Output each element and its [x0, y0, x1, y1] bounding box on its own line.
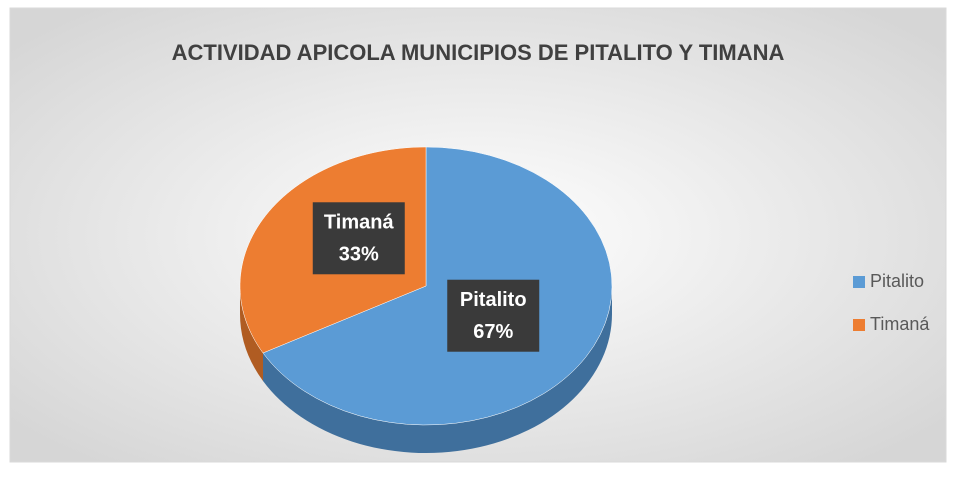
data-label-category: Pitalito — [460, 289, 527, 311]
legend: Pitalito Timaná — [853, 271, 930, 334]
legend-swatch — [853, 276, 865, 288]
slice-side — [263, 286, 612, 453]
legend-label: Timaná — [870, 314, 930, 334]
pie — [239, 146, 613, 453]
slice — [262, 146, 613, 426]
data-label-box — [447, 279, 540, 352]
data-labels: Pitalito 67% Timaná 33% — [312, 202, 540, 352]
data-label-box — [312, 202, 405, 275]
data-label-category: Timaná — [324, 212, 395, 234]
legend-swatch — [853, 319, 865, 331]
chart-title: ACTIVIDAD APICOLA MUNICIPIOS DE PITALITO… — [171, 40, 785, 65]
slice-side — [240, 286, 264, 381]
data-label-value: 67% — [473, 321, 513, 343]
data-label-value: 33% — [339, 244, 379, 266]
legend-label: Pitalito — [870, 271, 924, 291]
